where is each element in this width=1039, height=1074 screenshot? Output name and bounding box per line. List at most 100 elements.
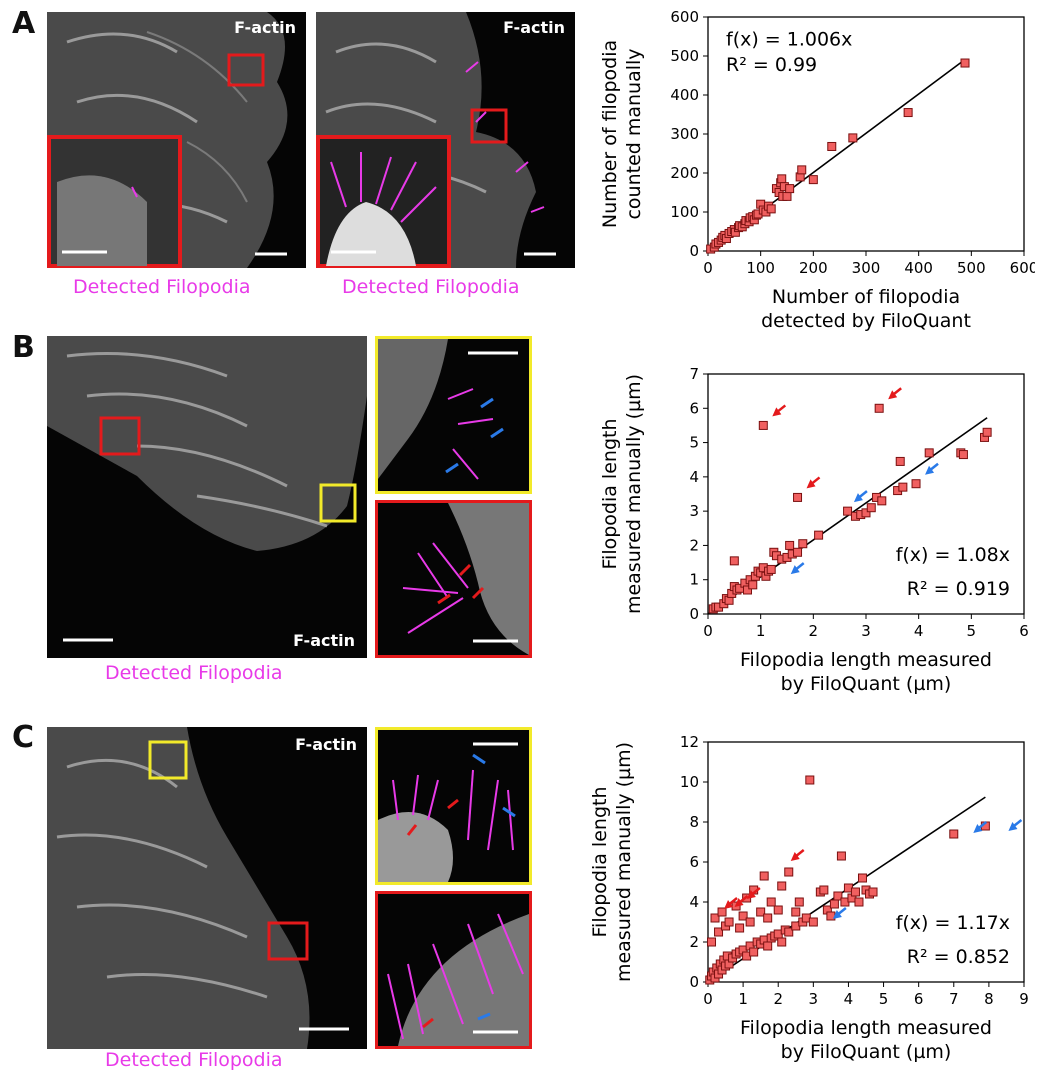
micrograph-b-main-drawing bbox=[47, 336, 367, 642]
x-axis-label: detected by FiloQuant bbox=[761, 310, 971, 332]
x-axis-label: Filopodia length measured bbox=[740, 1017, 992, 1039]
data-point bbox=[850, 887, 860, 897]
y-tick-label: 100 bbox=[670, 203, 699, 221]
x-tick-label: 100 bbox=[746, 259, 775, 277]
y-axis-label: counted manually bbox=[623, 48, 645, 219]
panel-letter-b: B bbox=[12, 330, 35, 365]
data-point bbox=[738, 911, 748, 921]
y-tick-label: 500 bbox=[670, 47, 699, 65]
chart-a: 0 100 200 300 400 500 600 0 100 200 300 400 500 600 f(… bbox=[590, 5, 1038, 349]
data-point bbox=[833, 891, 843, 901]
data-point bbox=[729, 556, 739, 566]
data-point bbox=[724, 917, 734, 927]
data-point bbox=[773, 905, 783, 915]
x-tick-label: 4 bbox=[844, 990, 854, 1008]
data-point bbox=[785, 540, 795, 550]
micrograph-b-yellow-drawing bbox=[378, 339, 518, 480]
data-point bbox=[857, 873, 867, 883]
data-point bbox=[749, 947, 759, 957]
data-point bbox=[829, 899, 839, 909]
data-point bbox=[924, 448, 934, 458]
data-point bbox=[854, 897, 864, 907]
f-actin-label-b: F-actin bbox=[293, 631, 355, 650]
fit-equation-label: f(x) = 1.17x bbox=[896, 912, 1010, 934]
x-tick-label: 0 bbox=[703, 259, 713, 277]
x-axis-label: Filopodia length measured bbox=[740, 649, 992, 671]
data-point bbox=[766, 564, 776, 574]
data-point bbox=[895, 456, 905, 466]
data-point bbox=[784, 927, 794, 937]
micrograph-c-yellow-inset bbox=[375, 727, 532, 885]
r-squared-label: R² = 0.99 bbox=[726, 54, 817, 76]
x-tick-label: 4 bbox=[914, 622, 924, 640]
x-tick-label: 0 bbox=[703, 990, 713, 1008]
y-axis-label: Filopodia length bbox=[599, 419, 621, 570]
y-axis-label: Filopodia length bbox=[589, 787, 611, 938]
y-tick-label: 600 bbox=[670, 8, 699, 26]
x-tick-label: 6 bbox=[914, 990, 924, 1008]
data-point bbox=[785, 184, 795, 194]
data-point bbox=[710, 913, 720, 923]
x-tick-label: 1 bbox=[738, 990, 748, 1008]
y-tick-label: 200 bbox=[670, 164, 699, 182]
x-tick-label: 8 bbox=[984, 990, 994, 1008]
arrow-head bbox=[1008, 822, 1018, 831]
arrow-head bbox=[790, 565, 800, 575]
chart-b-svg: 0 1 2 3 4 5 6 0 1 2 3 4 5 6 7 f(x) = 1.08x R² = 0.919 Fil… bbox=[599, 365, 1029, 695]
y-tick-label: 5 bbox=[689, 434, 699, 452]
data-point bbox=[949, 829, 959, 839]
data-point bbox=[793, 547, 803, 557]
data-point bbox=[763, 913, 773, 923]
arrow-head bbox=[772, 407, 782, 417]
y-axis-label: Number of filopodia bbox=[599, 40, 621, 228]
arrow-head bbox=[746, 890, 756, 899]
panel-letter-a: A bbox=[12, 6, 36, 41]
data-point bbox=[836, 851, 846, 861]
data-point bbox=[808, 917, 818, 927]
data-point bbox=[814, 530, 824, 540]
x-tick-label: 5 bbox=[879, 990, 889, 1008]
data-point bbox=[819, 885, 829, 895]
x-tick-label: 600 bbox=[1010, 259, 1035, 277]
x-tick-label: 0 bbox=[703, 622, 713, 640]
data-point bbox=[798, 539, 808, 549]
arrow-head bbox=[790, 852, 800, 861]
data-point bbox=[777, 881, 787, 891]
data-point bbox=[843, 506, 853, 516]
micrograph-b-red-drawing bbox=[402, 503, 529, 655]
data-point bbox=[793, 492, 803, 502]
data-point bbox=[763, 941, 773, 951]
data-point bbox=[714, 927, 724, 937]
x-axis-label: by FiloQuant (µm) bbox=[781, 1041, 952, 1063]
data-point bbox=[782, 191, 792, 201]
y-tick-label: 4 bbox=[689, 468, 699, 486]
fit-equation-label: f(x) = 1.006x bbox=[726, 28, 852, 50]
x-tick-label: 9 bbox=[1019, 990, 1029, 1008]
detected-filopodia-caption-a2: Detected Filopodia bbox=[342, 276, 520, 298]
x-tick-label: 300 bbox=[852, 259, 881, 277]
micrograph-a-right: F-actin bbox=[316, 12, 575, 268]
micrograph-c-red-drawing bbox=[387, 913, 529, 1046]
micrograph-c-main-drawing bbox=[47, 727, 349, 1049]
y-tick-label: 300 bbox=[670, 125, 699, 143]
micrograph-a-left-drawing bbox=[47, 12, 288, 268]
data-point bbox=[756, 907, 766, 917]
micrograph-c-red-inset bbox=[375, 891, 532, 1049]
r-squared-label: R² = 0.919 bbox=[907, 578, 1010, 600]
detected-filopodia-caption-a1: Detected Filopodia bbox=[73, 276, 251, 298]
arrow-head bbox=[973, 824, 983, 833]
x-tick-label: 3 bbox=[861, 622, 871, 640]
x-tick-label: 6 bbox=[1019, 622, 1029, 640]
arrow-head bbox=[925, 465, 935, 475]
y-tick-label: 12 bbox=[680, 733, 699, 751]
data-point bbox=[777, 174, 787, 184]
data-point bbox=[827, 141, 837, 151]
micrograph-c-yellow-drawing bbox=[378, 742, 518, 882]
y-axis-label: measured manually (µm) bbox=[623, 374, 645, 614]
x-tick-label: 400 bbox=[904, 259, 933, 277]
f-actin-label-c: F-actin bbox=[295, 735, 357, 754]
data-point bbox=[717, 907, 727, 917]
data-point bbox=[758, 420, 768, 430]
y-tick-label: 7 bbox=[689, 365, 699, 383]
